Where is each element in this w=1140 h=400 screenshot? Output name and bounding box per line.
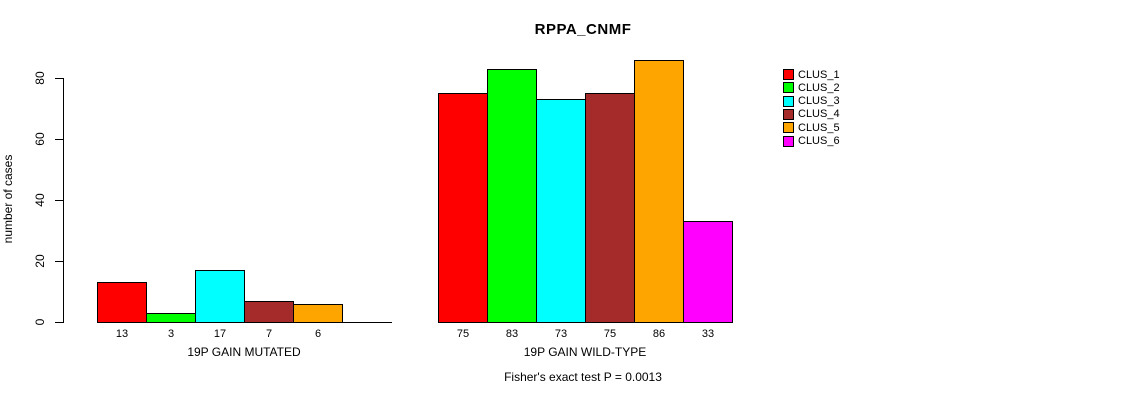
y-axis-tick bbox=[55, 261, 63, 262]
bar-clus_2 bbox=[146, 313, 196, 323]
y-axis-tick bbox=[55, 139, 63, 140]
bar-value-label: 75 bbox=[456, 328, 470, 340]
legend-color-swatch bbox=[783, 95, 794, 107]
legend-item: CLUS_3 bbox=[783, 95, 840, 108]
bar-clus_3 bbox=[536, 99, 586, 323]
bar-clus_4 bbox=[244, 301, 294, 323]
bar-value-label: 75 bbox=[603, 328, 617, 340]
legend-color-swatch bbox=[783, 69, 794, 80]
y-axis-tick-label: 20 bbox=[33, 254, 47, 268]
legend-item-label: CLUS_3 bbox=[798, 95, 840, 108]
y-axis-line bbox=[63, 78, 64, 323]
legend-item-label: CLUS_4 bbox=[798, 108, 840, 121]
legend-color-swatch bbox=[783, 122, 794, 134]
bar-value-label: 73 bbox=[554, 328, 568, 340]
legend-item: CLUS_2 bbox=[783, 81, 840, 94]
bar-clus_5 bbox=[634, 60, 684, 323]
bar-clus_2 bbox=[487, 69, 537, 323]
bar-clus_4 bbox=[585, 93, 635, 323]
bar-value-label: 6 bbox=[314, 328, 322, 340]
y-axis-title: number of cases bbox=[1, 154, 15, 244]
legend-color-swatch bbox=[783, 135, 794, 147]
legend-item: CLUS_4 bbox=[783, 108, 840, 121]
bar-clus_1 bbox=[97, 282, 147, 323]
y-axis-tick-label: 80 bbox=[33, 71, 47, 85]
bar-clus_3 bbox=[195, 270, 245, 323]
bar-value-label: 86 bbox=[652, 328, 666, 340]
chart-title: RPPA_CNMF bbox=[534, 21, 632, 38]
y-axis-tick bbox=[55, 78, 63, 79]
legend-item-label: CLUS_2 bbox=[798, 81, 840, 94]
legend-item-label: CLUS_5 bbox=[798, 121, 840, 134]
legend-item: CLUS_6 bbox=[783, 135, 840, 148]
legend-color-swatch bbox=[783, 82, 794, 94]
x-axis-group-label: 19P GAIN MUTATED bbox=[187, 345, 301, 359]
legend-color-swatch bbox=[783, 108, 794, 120]
bar-clus_1 bbox=[438, 93, 488, 323]
y-axis-tick-label: 0 bbox=[33, 318, 47, 326]
bar-value-label: 83 bbox=[505, 328, 519, 340]
y-axis-tick-label: 60 bbox=[33, 132, 47, 146]
bar-value-label: 3 bbox=[167, 328, 175, 340]
bar-value-label: 7 bbox=[265, 328, 273, 340]
bar-value-label: 17 bbox=[213, 328, 227, 340]
bar-clus_5 bbox=[293, 304, 343, 323]
fisher-test-annotation: Fisher's exact test P = 0.0013 bbox=[504, 370, 662, 384]
legend-item: CLUS_5 bbox=[783, 121, 840, 134]
y-axis-tick-label: 40 bbox=[33, 193, 47, 207]
legend-item: CLUS_1 bbox=[783, 68, 840, 81]
x-axis-group-label: 19P GAIN WILD-TYPE bbox=[523, 345, 647, 359]
bar-value-label: 33 bbox=[701, 328, 715, 340]
legend-item-label: CLUS_1 bbox=[798, 68, 840, 81]
y-axis-tick bbox=[55, 322, 63, 323]
legend-item-label: CLUS_6 bbox=[798, 135, 840, 147]
y-axis-tick bbox=[55, 200, 63, 201]
bar-value-label: 13 bbox=[115, 328, 129, 340]
bar-clus_6 bbox=[683, 221, 733, 323]
